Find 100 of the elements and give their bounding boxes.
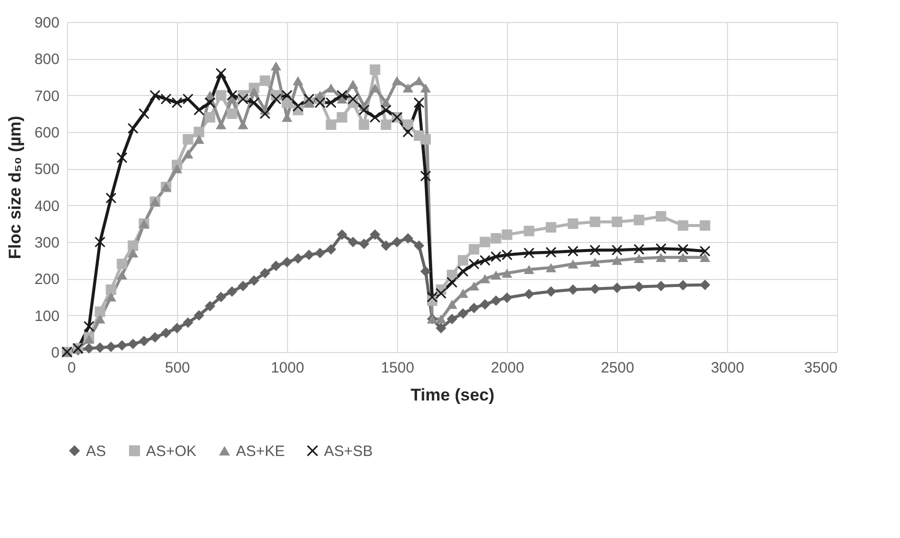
point (84, 321, 94, 332)
point (116, 258, 128, 270)
y-tick-label: 600 (34, 124, 60, 142)
point (116, 270, 128, 280)
point (304, 250, 314, 260)
point (226, 286, 238, 297)
point (106, 342, 116, 352)
point (590, 244, 600, 256)
point (678, 252, 688, 262)
point (468, 281, 480, 291)
point (700, 246, 710, 256)
point (194, 134, 204, 144)
point (260, 108, 270, 119)
point (226, 108, 238, 119)
point (656, 252, 666, 262)
point (612, 256, 622, 265)
point (402, 126, 414, 138)
point (358, 119, 370, 130)
point (194, 104, 204, 116)
point (94, 236, 106, 248)
point (204, 300, 216, 312)
point (634, 244, 644, 255)
point (348, 236, 358, 248)
point (314, 248, 326, 258)
point (678, 220, 688, 231)
point (260, 75, 270, 86)
y-tick-label: 400 (34, 198, 60, 215)
point (502, 268, 512, 278)
point (182, 134, 194, 145)
point (590, 258, 600, 267)
point (678, 280, 688, 291)
point (216, 292, 226, 302)
x-tick-label: 1000 (270, 360, 304, 376)
point (248, 97, 260, 108)
point (524, 288, 534, 300)
y-axis-title: Floc size d₅₀ (µm) (5, 116, 24, 260)
point (446, 314, 458, 324)
point (138, 336, 150, 346)
point (292, 253, 304, 264)
point (490, 295, 502, 306)
point (568, 259, 578, 269)
point (326, 119, 336, 130)
point (238, 280, 248, 292)
point (370, 112, 380, 123)
point (182, 149, 194, 159)
point (612, 244, 622, 256)
x-tick-label: 0 (68, 360, 76, 376)
point (292, 76, 304, 86)
point (420, 83, 431, 93)
point (458, 308, 468, 319)
point (380, 104, 392, 116)
point (216, 68, 226, 79)
x-tick-label: 3500 (804, 360, 838, 376)
point (634, 254, 644, 264)
point (502, 250, 512, 260)
point (420, 170, 431, 182)
point (270, 61, 282, 71)
point (160, 94, 172, 104)
point (546, 247, 556, 258)
x-tick-label: 500 (164, 360, 190, 376)
point (392, 236, 402, 248)
point (106, 192, 116, 204)
point (590, 216, 600, 228)
point (480, 274, 490, 284)
y-tick-label: 700 (34, 88, 60, 105)
point (182, 94, 194, 104)
point (678, 244, 688, 255)
point (612, 282, 622, 294)
point (392, 76, 402, 86)
point (194, 310, 204, 321)
point (656, 280, 666, 292)
point (116, 340, 128, 351)
point (326, 83, 336, 93)
point (380, 119, 392, 130)
point (84, 334, 94, 344)
point (468, 258, 480, 270)
point (590, 284, 600, 294)
legend-label: AS+OK (146, 442, 196, 460)
point (172, 164, 182, 174)
point (380, 240, 392, 251)
point (182, 317, 194, 328)
point (84, 343, 94, 354)
point (436, 288, 446, 299)
point (426, 292, 438, 302)
x-tick-label: 2000 (490, 360, 524, 376)
point (700, 252, 710, 262)
point (458, 255, 468, 266)
y-tick-label: 100 (34, 308, 60, 325)
point (150, 332, 160, 343)
point (420, 134, 431, 145)
point (490, 251, 502, 262)
point (282, 90, 292, 101)
point (270, 94, 282, 104)
point (370, 83, 380, 93)
point (490, 233, 502, 244)
point (172, 322, 182, 334)
point (436, 322, 446, 334)
legend-label: AS+KE (236, 442, 285, 460)
y-tick-label: 800 (34, 51, 60, 68)
point (238, 120, 248, 130)
